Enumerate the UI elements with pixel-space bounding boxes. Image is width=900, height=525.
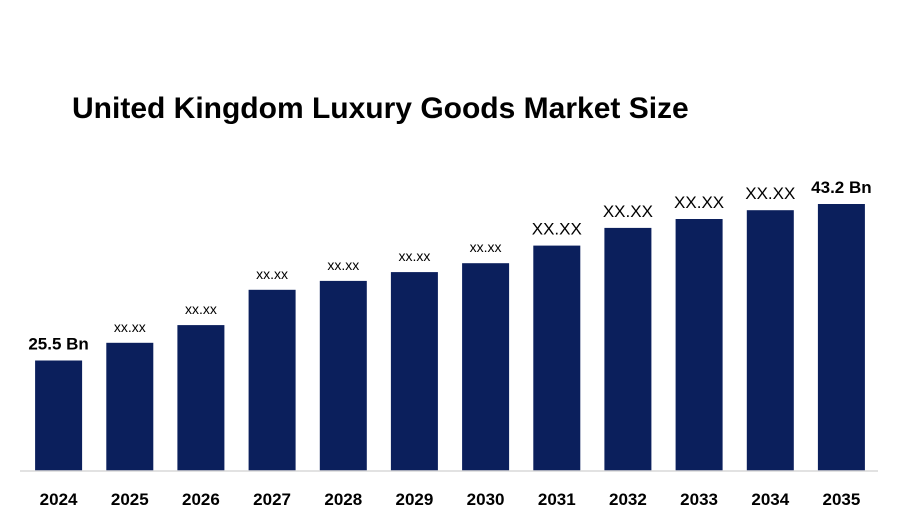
data-label-2030: xx.xx [470,239,502,255]
x-tick-2033: 2033 [680,490,718,509]
bar-2030 [462,263,510,471]
x-tick-2030: 2030 [467,490,505,509]
x-tick-2031: 2031 [538,490,576,509]
x-tick-2034: 2034 [751,490,789,509]
data-label-2033: XX.XX [674,193,724,212]
bar-2032 [604,227,652,471]
x-tick-2028: 2028 [324,490,362,509]
data-label-2031: XX.XX [532,220,582,239]
bar-2035 [817,204,865,471]
bar-2026 [177,325,225,471]
data-label-2024: 25.5 Bn [28,335,88,354]
bar-2027 [248,289,296,471]
data-label-2028: xx.xx [327,257,359,273]
chart-title: United Kingdom Luxury Goods Market Size [72,92,689,125]
data-label-2029: xx.xx [398,248,430,264]
bar-2034 [746,210,794,471]
bar-2029 [390,272,438,471]
bar-2033 [675,219,723,471]
data-label-2034: XX.XX [745,184,795,203]
bars-layer: 25.5 Bn 2024 xx.xx 2025 xx.xx 2026 xx.xx 2027 xx… [28,178,871,509]
x-tick-2024: 2024 [40,490,78,509]
data-label-2032: XX.XX [603,202,653,221]
bar-2031 [533,245,581,471]
data-label-2027: xx.xx [256,266,288,282]
x-tick-2032: 2032 [609,490,647,509]
data-label-2035: 43.2 Bn [811,178,871,197]
x-tick-2025: 2025 [111,490,149,509]
x-tick-2026: 2026 [182,490,220,509]
bar-2025 [106,342,154,471]
bar-2028 [319,280,367,471]
x-tick-2027: 2027 [253,490,291,509]
bar-2024 [35,360,83,471]
x-tick-2029: 2029 [395,490,433,509]
data-label-2026: xx.xx [185,301,217,317]
data-label-2025: xx.xx [114,319,146,335]
x-tick-2035: 2035 [822,490,860,509]
